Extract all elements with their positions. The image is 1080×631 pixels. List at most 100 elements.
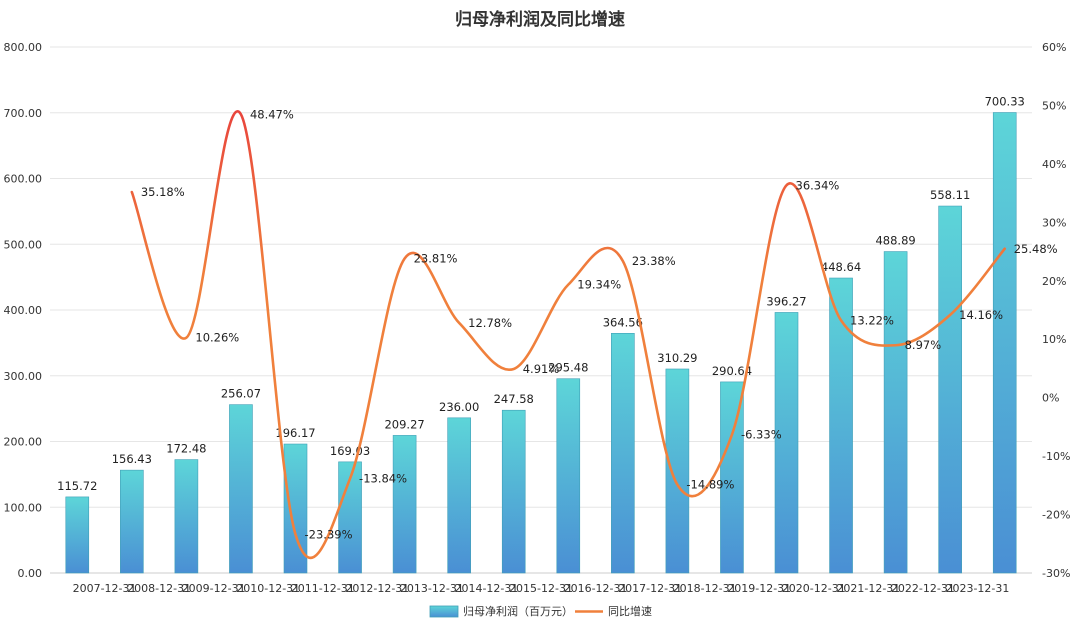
right-tick-label: 20% [1042, 275, 1066, 288]
bar-value-label: 448.64 [821, 260, 861, 274]
line-value-label: 4.91% [523, 362, 560, 376]
left-tick-label: 400.00 [4, 304, 43, 317]
bar [938, 205, 962, 574]
bar [883, 251, 908, 574]
x-tick-label: 2021-12-31 [836, 582, 900, 595]
x-tick-label: 2014-12-31 [454, 582, 518, 595]
chart-title: 归母净利润及同比增速 [455, 9, 625, 30]
left-tick-label: 300.00 [4, 370, 43, 383]
x-tick-label: 2010-12-31 [236, 582, 300, 595]
bar-data-labels: 115.72 156.43 172.48 256.07 196.17 169.03 209.… [57, 95, 1025, 493]
bar-value-label: 310.29 [657, 351, 697, 365]
bar-value-label: 236.00 [439, 400, 479, 414]
x-tick-label: 2018-12-31 [673, 582, 737, 595]
bar [338, 461, 362, 574]
bar-value-label: 209.27 [384, 417, 424, 431]
right-tick-label: 0% [1042, 392, 1059, 405]
bar [556, 378, 581, 574]
bar [829, 277, 853, 574]
bar-value-label: 196.17 [275, 426, 315, 440]
bar-value-label: 295.48 [548, 361, 588, 375]
x-axis: 2007-12-312008-12-312009-12-312010-12-31… [50, 572, 1032, 595]
left-tick-label: 0.00 [18, 567, 43, 580]
bar-value-label: 169.03 [330, 444, 370, 458]
x-tick-label: 2023-12-31 [945, 582, 1009, 595]
bar-series [65, 112, 1017, 574]
line-value-label: 25.48% [1014, 242, 1058, 256]
left-tick-label: 600.00 [4, 173, 43, 186]
x-tick-label: 2011-12-31 [291, 582, 355, 595]
left-tick-label: 700.00 [4, 107, 43, 120]
bar-value-label: 488.89 [875, 234, 915, 248]
left-tick-label: 200.00 [4, 436, 43, 449]
line-value-label: 23.81% [414, 252, 458, 266]
right-tick-label: 60% [1042, 41, 1066, 54]
right-tick-label: -20% [1042, 509, 1070, 522]
bar-value-label: 396.27 [766, 294, 806, 308]
bar [65, 496, 90, 574]
left-tick-label: 100.00 [4, 501, 43, 514]
x-tick-label: 2020-12-31 [782, 582, 846, 595]
bar [120, 469, 144, 574]
bar-value-label: 247.58 [494, 392, 534, 406]
bar [720, 381, 744, 574]
line-value-label: 35.18% [141, 185, 185, 199]
line-value-label: 13.22% [850, 313, 894, 327]
x-tick-label: 2008-12-31 [127, 582, 191, 595]
right-tick-label: 10% [1042, 333, 1066, 346]
line-value-label: 36.34% [796, 178, 840, 192]
left-tick-label: 500.00 [4, 238, 43, 251]
bar [392, 435, 417, 574]
line-data-labels: 35.18% 10.26% 48.47% -23.39% -13.84% 23.81% 12… [141, 107, 1058, 541]
legend-line-label: 同比增速 [608, 604, 652, 618]
grid-lines [50, 46, 1032, 574]
line-value-label: 8.97% [905, 338, 942, 352]
line-value-label: 10.26% [195, 331, 239, 345]
right-y-axis: -30% -20% -10% 0% 10% 20% 30% 40% 50% 60% [1042, 41, 1070, 580]
bar [229, 404, 253, 574]
x-tick-label: 2022-12-31 [891, 582, 955, 595]
line-value-label: 23.38% [632, 254, 676, 268]
line-value-label: 12.78% [468, 316, 512, 330]
bar [992, 112, 1017, 574]
left-y-axis: 0.00 100.00 200.00 300.00 400.00 500.00 600.00… [4, 41, 43, 580]
x-tick-label: 2009-12-31 [182, 582, 246, 595]
bar-value-label: 364.56 [603, 315, 643, 329]
right-tick-label: -30% [1042, 567, 1070, 580]
legend-bar-swatch [429, 605, 459, 618]
legend-bar-label: 归母净利润（百万元） [463, 604, 573, 618]
bar-value-label: 115.72 [57, 479, 97, 493]
x-tick-label: 2007-12-31 [73, 582, 137, 595]
line-value-label: -14.89% [686, 478, 734, 492]
bar [501, 409, 526, 574]
line-value-label: 48.47% [250, 107, 294, 121]
bar [174, 459, 199, 574]
bar [447, 417, 471, 574]
line-value-label: 14.16% [959, 308, 1003, 322]
left-tick-label: 800.00 [4, 41, 43, 54]
line-value-label: 19.34% [577, 278, 621, 292]
line-value-label: -23.39% [305, 527, 353, 541]
bar-value-label: 256.07 [221, 387, 261, 401]
x-tick-label: 2016-12-31 [564, 582, 628, 595]
bar-value-label: 290.64 [712, 364, 752, 378]
bar [283, 443, 308, 574]
right-tick-label: 40% [1042, 158, 1066, 171]
x-tick-label: 2019-12-31 [727, 582, 791, 595]
line-value-label: -13.84% [359, 472, 407, 486]
legend: 归母净利润（百万元） 同比增速 [429, 604, 652, 618]
x-tick-label: 2013-12-31 [400, 582, 464, 595]
bar-value-label: 156.43 [112, 452, 152, 466]
x-tick-label: 2017-12-31 [618, 582, 682, 595]
bar [665, 368, 690, 574]
bar-value-label: 558.11 [930, 188, 970, 202]
x-tick-label: 2012-12-31 [345, 582, 409, 595]
bar-value-label: 700.33 [985, 95, 1025, 109]
bar [774, 312, 799, 574]
x-tick-label: 2015-12-31 [509, 582, 573, 595]
line-value-label: -6.33% [741, 428, 782, 442]
line-series [130, 110, 1007, 560]
right-tick-label: 30% [1042, 216, 1066, 229]
